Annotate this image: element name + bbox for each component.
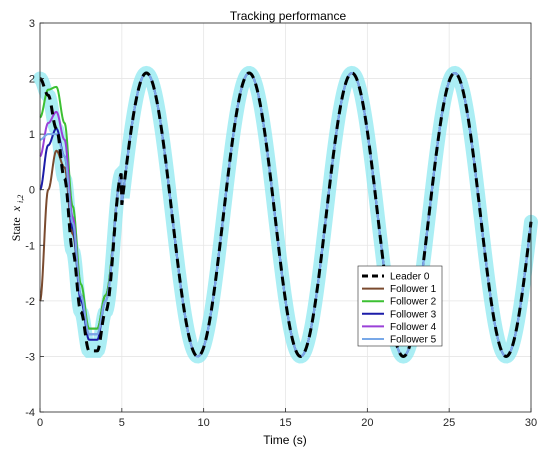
svg-text:State x i,2: State x i,2 [9, 195, 25, 242]
y-tick-label: -4 [25, 407, 35, 419]
y-tick-label: -3 [25, 351, 35, 363]
legend-label: Follower 4 [390, 322, 437, 333]
y-axis-label-text: State [9, 217, 23, 241]
y-tick-label: -2 [25, 296, 35, 308]
legend-label: Follower 5 [390, 335, 437, 346]
legend-label: Follower 3 [390, 309, 437, 320]
y-axis-label-sub: i,2 [16, 195, 25, 203]
legend-label: Leader 0 [390, 272, 430, 283]
legend-label: Follower 1 [390, 284, 437, 295]
x-tick-label: 0 [37, 417, 43, 429]
x-tick-label: 25 [443, 417, 455, 429]
y-axis-label: State x i,2 [9, 195, 25, 242]
y-tick-label: 0 [29, 185, 35, 197]
y-tick-label: 1 [29, 129, 35, 141]
series-line-leader-0 [39, 71, 533, 358]
x-tick-label: 20 [361, 417, 373, 429]
series-layer [39, 71, 533, 358]
x-tick-label: 30 [525, 417, 537, 429]
legend-box [357, 265, 443, 347]
y-tick-label: 3 [29, 18, 35, 30]
y-axis-label-var: x [9, 205, 23, 212]
chart-title: Tracking performance [230, 9, 347, 23]
y-tick-label: -1 [25, 240, 35, 252]
x-axis-label: Time (s) [263, 433, 307, 447]
y-tick-label: 2 [29, 74, 35, 86]
x-tick-label: 5 [119, 417, 125, 429]
legend-label: Follower 2 [390, 297, 437, 308]
axis-ticks: 0 5 10 15 20 25 30 -4 -3 -2 -1 0 1 2 3 [25, 18, 537, 429]
x-tick-label: 10 [198, 417, 210, 429]
x-tick-label: 15 [279, 417, 291, 429]
